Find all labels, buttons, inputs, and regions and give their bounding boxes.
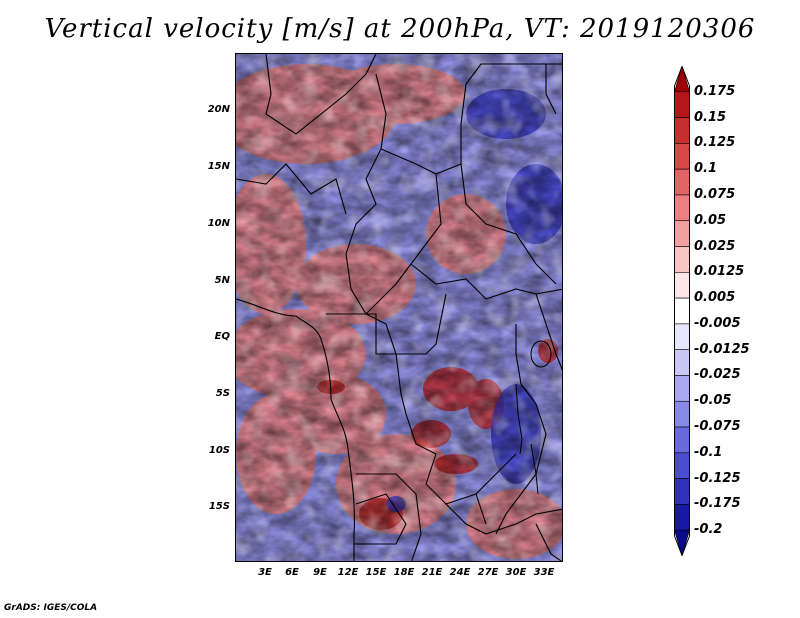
colorbar-segments xyxy=(674,66,690,556)
lat-label-15s: 15S xyxy=(208,501,230,512)
velocity-field xyxy=(236,54,562,561)
colorbar-segment xyxy=(674,323,690,350)
lon-label-30e: 30E xyxy=(505,567,527,578)
lon-label-15e: 15E xyxy=(365,567,387,578)
colorbar-segment xyxy=(674,91,690,118)
colorbar-label: -0.005 xyxy=(694,315,741,331)
colorbar-label: -0.075 xyxy=(694,419,741,435)
colorbar-label: 0.025 xyxy=(694,238,736,254)
colorbar-segment xyxy=(674,529,690,556)
lon-label-33e: 33E xyxy=(533,567,555,578)
lon-label-21e: 21E xyxy=(421,567,443,578)
lon-label-3e: 3E xyxy=(258,567,272,578)
colorbar-label: -0.0125 xyxy=(694,341,750,357)
lat-label-5s: 5S xyxy=(215,388,230,399)
colorbar-segment xyxy=(674,272,690,299)
lat-label-5n: 5N xyxy=(214,275,230,286)
colorbar-segment xyxy=(674,246,690,273)
colorbar-label: -0.2 xyxy=(694,522,723,538)
colorbar-label: 0.175 xyxy=(694,83,736,99)
map-plot-area xyxy=(235,53,563,562)
lon-label-12e: 12E xyxy=(337,567,359,578)
lakes xyxy=(515,340,552,495)
colorbar-label: -0.175 xyxy=(694,496,741,512)
lon-label-6e: 6E xyxy=(285,567,299,578)
lon-label-18e: 18E xyxy=(393,567,415,578)
colorbar-label: 0.075 xyxy=(694,186,736,202)
lon-label-27e: 27E xyxy=(477,567,499,578)
colorbar-label: 0.0125 xyxy=(694,264,745,280)
colorbar-label: -0.025 xyxy=(694,367,741,383)
colorbar-label: 0.005 xyxy=(694,290,736,306)
colorbar-label: 0.125 xyxy=(694,135,736,151)
grads-credit: GrADS: IGES/COLA xyxy=(4,603,98,613)
colorbar-label: -0.1 xyxy=(694,444,723,460)
colorbar-label: -0.05 xyxy=(694,393,732,409)
colorbar-segment xyxy=(674,220,690,247)
chart-title: Vertical velocity [m/s] at 200hPa, VT: 2… xyxy=(44,14,756,44)
colorbar-segment xyxy=(674,194,690,222)
colorbar-segment xyxy=(674,117,690,144)
lon-label-24e: 24E xyxy=(449,567,471,578)
colorbar-segment xyxy=(674,297,690,325)
colorbar xyxy=(674,66,690,556)
country-borders xyxy=(236,54,562,561)
colorbar-segment xyxy=(674,504,690,531)
colorbar-segment xyxy=(674,375,690,402)
lat-label-10s: 10S xyxy=(208,445,230,456)
colorbar-label: -0.125 xyxy=(694,470,741,486)
colorbar-label: 0.1 xyxy=(694,161,718,177)
lat-label-15n: 15N xyxy=(207,161,230,172)
lat-label-20n: 20N xyxy=(207,104,230,115)
colorbar-segment xyxy=(674,426,690,454)
lon-label-9e: 9E xyxy=(313,567,327,578)
colorbar-segment xyxy=(674,452,690,479)
colorbar-label: 0.15 xyxy=(694,109,727,125)
colorbar-segment xyxy=(674,349,690,376)
lat-label-eq: EQ xyxy=(214,331,230,342)
colorbar-segment xyxy=(674,400,690,428)
colorbar-segment xyxy=(674,143,690,170)
colorbar-segment xyxy=(674,478,690,505)
colorbar-segment xyxy=(674,168,690,196)
lat-label-10n: 10N xyxy=(207,218,230,229)
colorbar-label: 0.05 xyxy=(694,212,727,228)
